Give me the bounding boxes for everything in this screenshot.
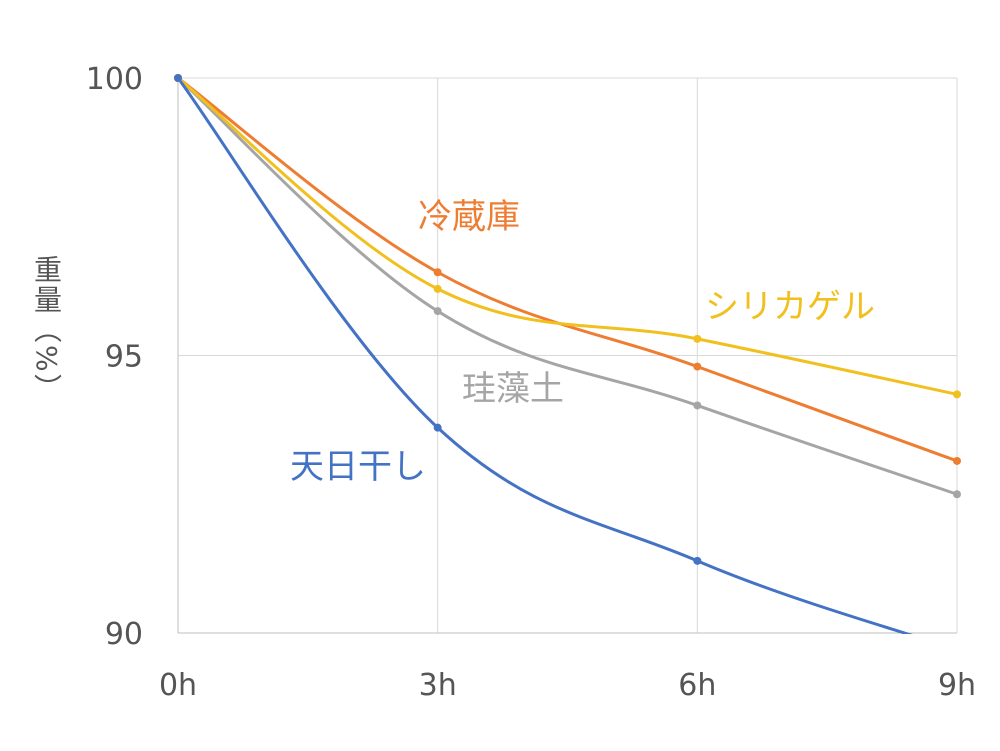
data-point <box>433 307 442 316</box>
x-tick-label: 0h <box>159 668 197 703</box>
data-point <box>693 334 702 343</box>
data-point <box>693 556 702 565</box>
series-label: シリカゲル <box>705 287 875 327</box>
axes <box>177 78 957 634</box>
data-point <box>433 268 442 277</box>
data-point <box>953 490 961 499</box>
series-label: 天日干し <box>290 447 426 487</box>
x-tick-label: 9h <box>938 668 976 703</box>
data-point <box>693 401 702 410</box>
x-tick-label: 6h <box>678 668 716 703</box>
series-line <box>176 76 959 396</box>
grid-lines <box>178 77 958 634</box>
series-line <box>176 76 959 463</box>
series-points <box>174 74 961 565</box>
data-point <box>953 456 961 465</box>
series-lines <box>176 76 959 634</box>
x-tick-labels: 0h 3h 6h 9h <box>159 668 976 703</box>
y-axis-label: 重量（%） <box>30 255 63 404</box>
series-line <box>176 76 913 634</box>
data-point <box>433 284 442 293</box>
y-tick-label: 95 <box>105 340 143 375</box>
data-point <box>953 390 961 399</box>
x-tick-label: 3h <box>419 668 457 703</box>
y-tick-labels: 100 95 90 <box>86 62 143 652</box>
data-point <box>693 362 702 371</box>
series-label: 珪藻土 <box>462 369 564 409</box>
series-label: 冷蔵庫 <box>418 197 520 237</box>
y-tick-label: 90 <box>105 617 143 652</box>
data-point <box>433 423 442 432</box>
series-line <box>176 76 959 496</box>
data-point <box>174 74 182 82</box>
y-tick-label: 100 <box>86 62 143 97</box>
